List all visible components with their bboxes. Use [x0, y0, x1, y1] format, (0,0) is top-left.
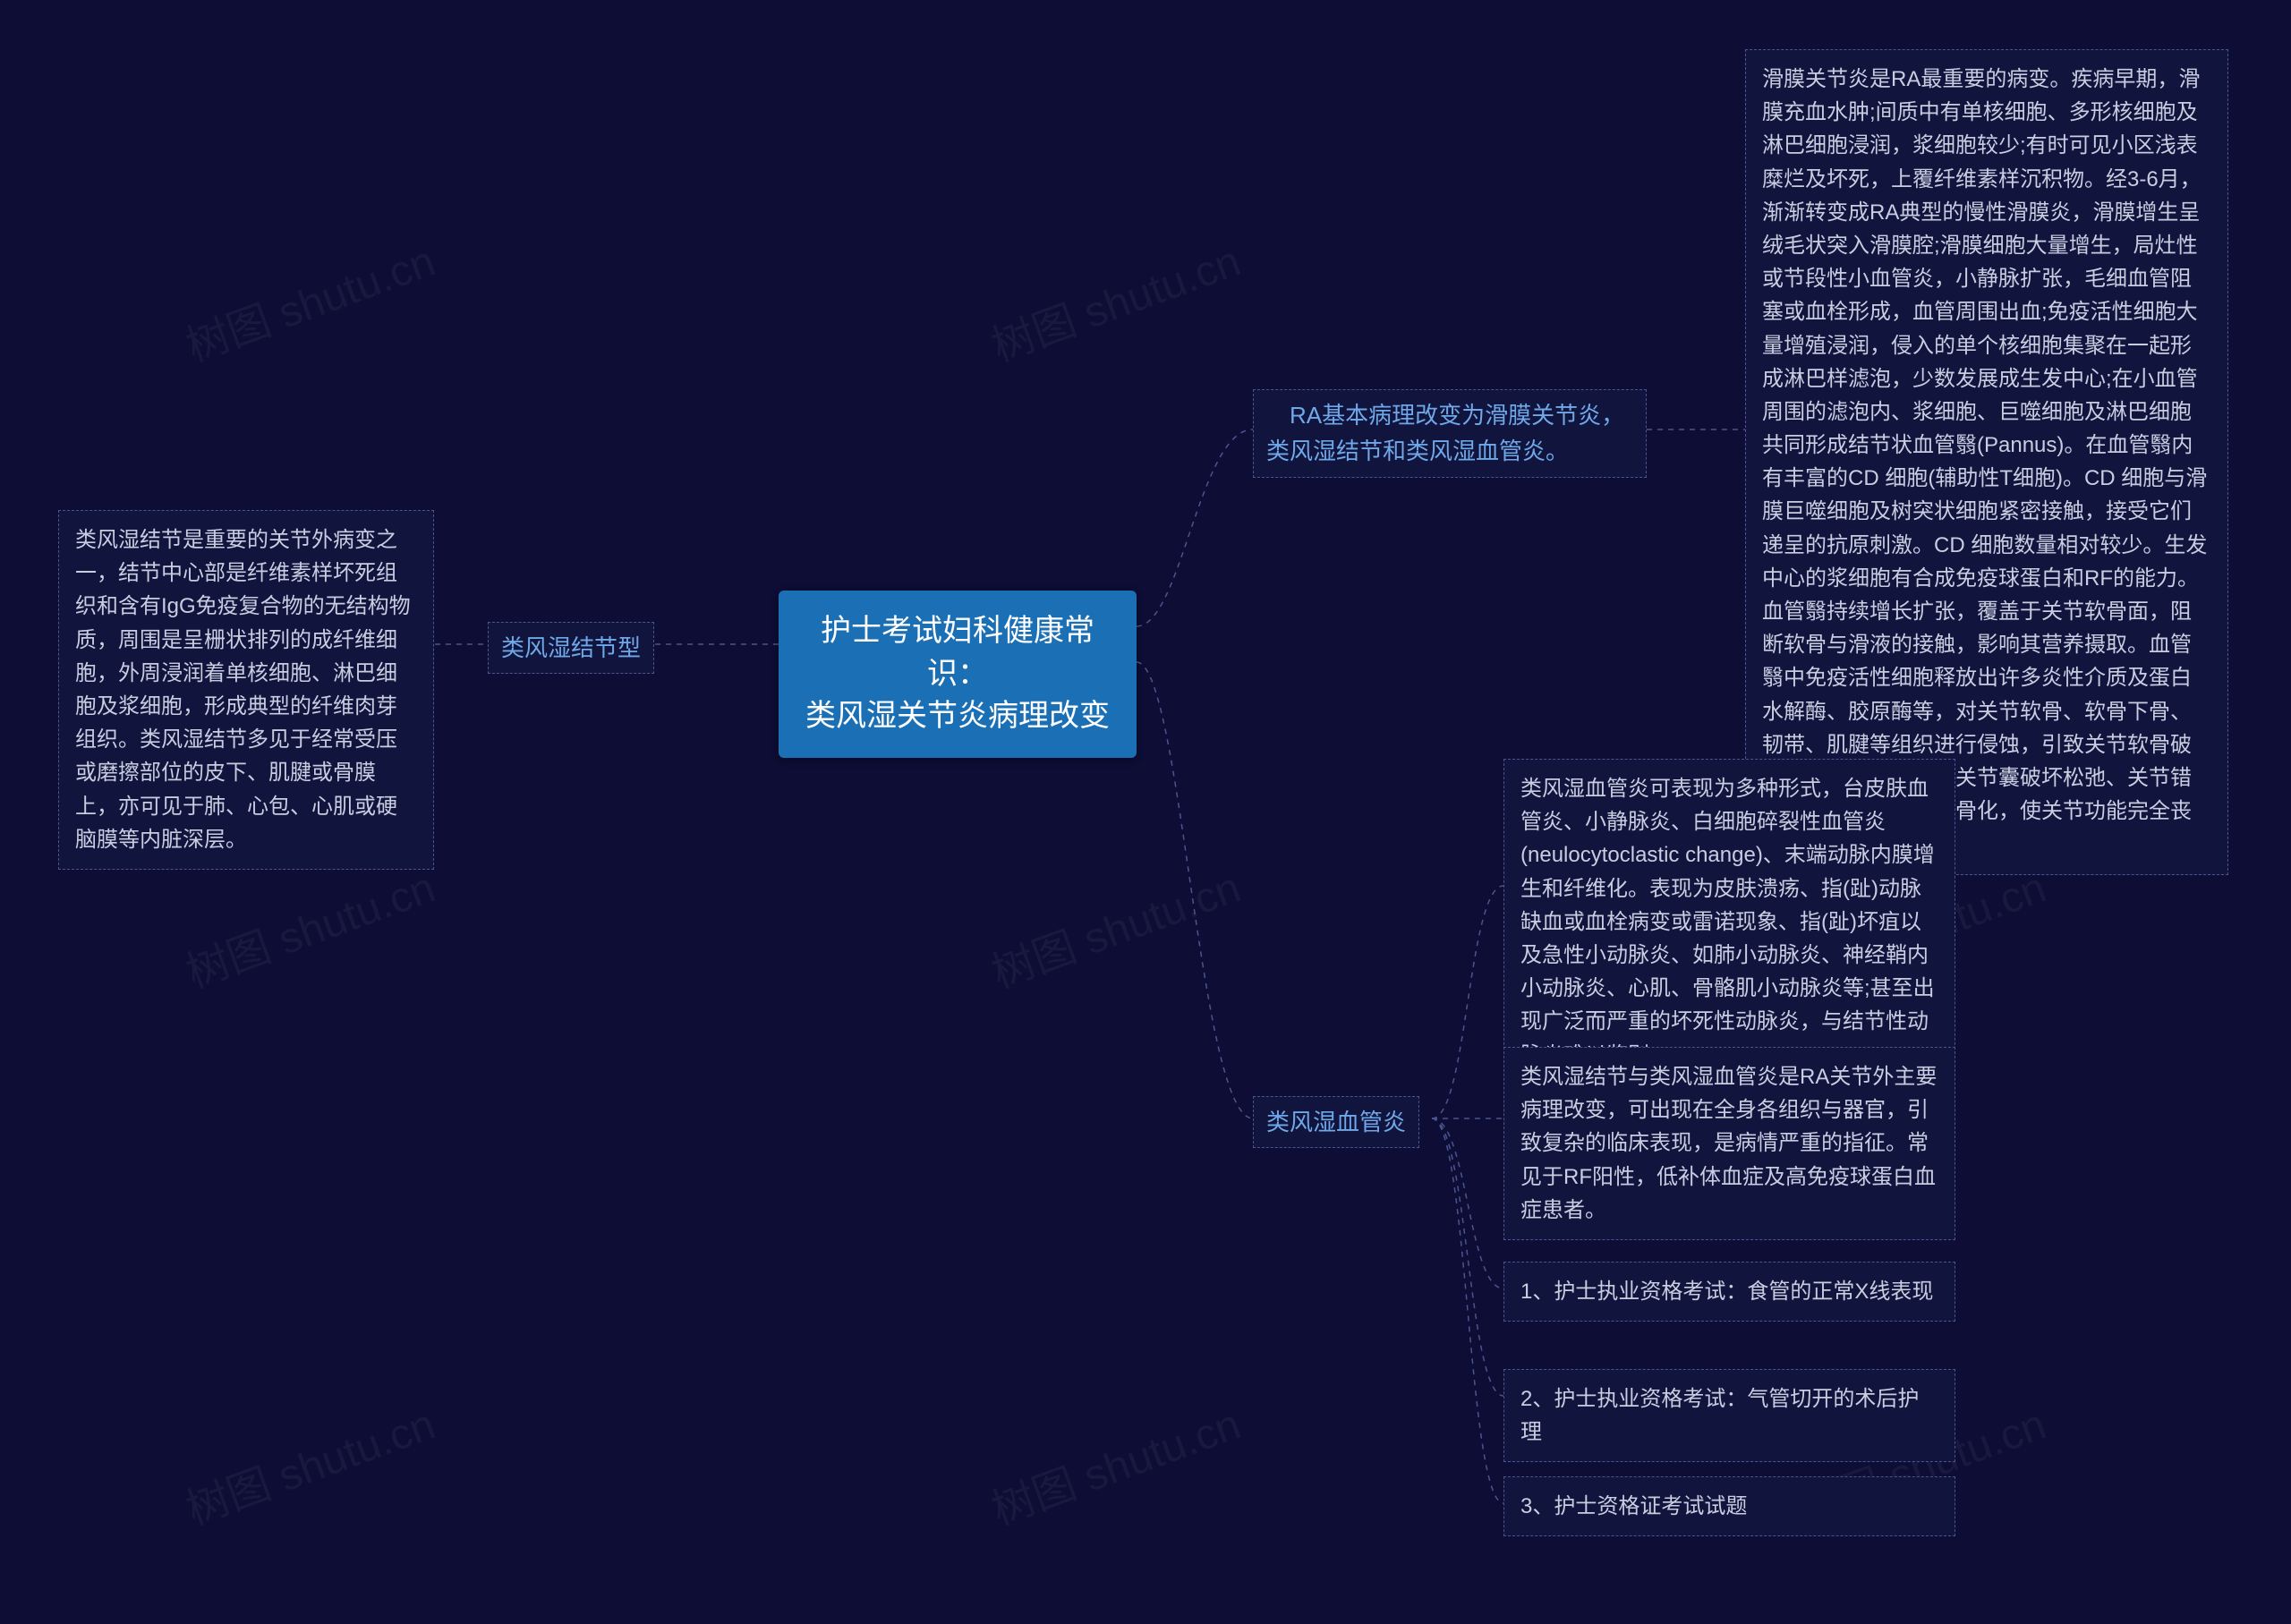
watermark: 树图 shutu.cn	[982, 225, 1248, 373]
right-bottom-detail-2: 类风湿结节与类风湿血管炎是RA关节外主要病理改变，可出现在全身各组织与器官，引致…	[1503, 1047, 1955, 1240]
center-title-line1: 护士考试妇科健康常识：	[821, 614, 1094, 691]
watermark: 树图 shutu.cn	[176, 852, 442, 999]
right-top-label-text: RA基本病理改变为滑膜关节炎，类风湿结节和类风湿血管炎。	[1266, 402, 1624, 464]
right-bottom-link-3: 3、护士资格证考试试题	[1503, 1476, 1955, 1536]
center-node: 护士考试妇科健康常识： 类风湿关节炎病理改变	[779, 591, 1137, 758]
right-bottom-link-1: 1、护士执业资格考试：食管的正常X线表现	[1503, 1262, 1955, 1322]
watermark: 树图 shutu.cn	[176, 1389, 442, 1536]
center-title-line2: 类风湿关节炎病理改变	[805, 699, 1110, 733]
watermark: 树图 shutu.cn	[982, 1389, 1248, 1536]
right-top-label: RA基本病理改变为滑膜关节炎，类风湿结节和类风湿血管炎。	[1253, 389, 1647, 478]
left-detail: 类风湿结节是重要的关节外病变之一，结节中心部是纤维素样坏死组织和含有IgG免疫复…	[58, 510, 434, 870]
right-bottom-label: 类风湿血管炎	[1253, 1096, 1419, 1148]
right-top-detail: 滑膜关节炎是RA最重要的病变。疾病早期，滑膜充血水肿;间质中有单核细胞、多形核细…	[1745, 49, 2228, 875]
watermark: 树图 shutu.cn	[982, 852, 1248, 999]
watermark: 树图 shutu.cn	[176, 225, 442, 373]
left-branch-label: 类风湿结节型	[488, 622, 654, 674]
right-bottom-link-2: 2、护士执业资格考试：气管切开的术后护理	[1503, 1369, 1955, 1462]
right-bottom-detail-1: 类风湿血管炎可表现为多种形式，台皮肤血管炎、小静脉炎、白细胞碎裂性血管炎(neu…	[1503, 759, 1955, 1085]
